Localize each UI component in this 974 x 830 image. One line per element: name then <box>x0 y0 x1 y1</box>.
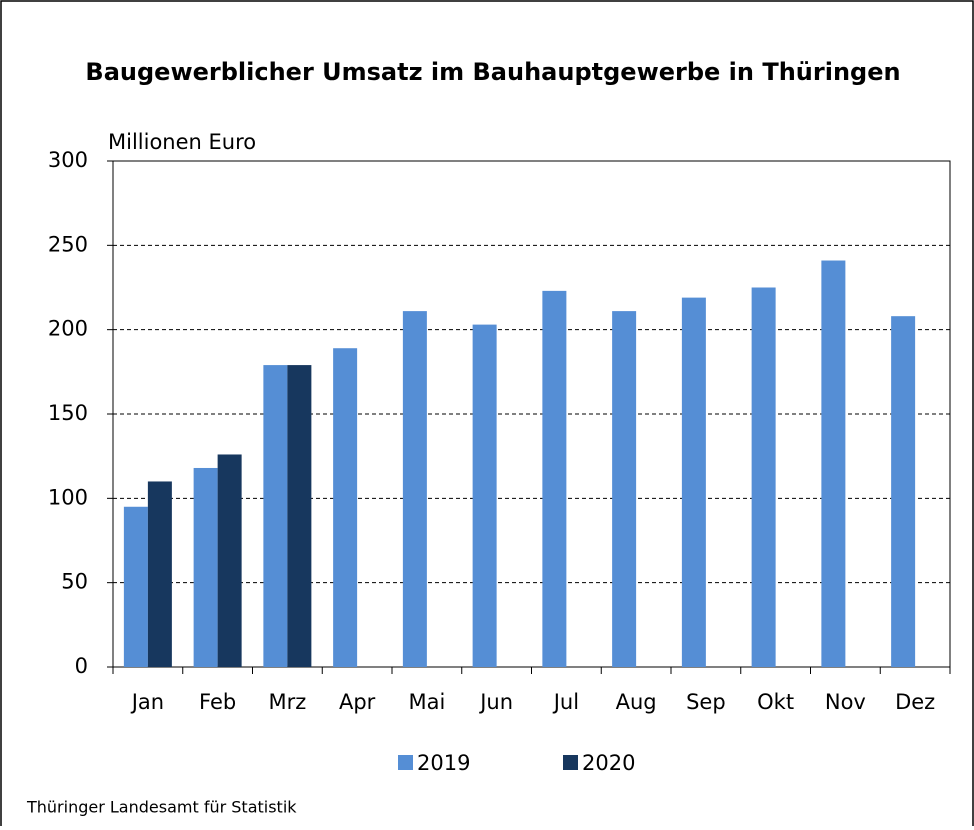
y-tick-label: 100 <box>48 485 88 509</box>
y-tick-label: 300 <box>48 148 88 172</box>
x-tick-label: Aug <box>616 690 657 714</box>
y-tick-label: 50 <box>61 570 88 594</box>
legend-swatch <box>563 755 578 770</box>
x-tick-label: Dez <box>895 690 935 714</box>
x-tick-label: Jul <box>552 690 579 714</box>
x-tick-label: Mrz <box>268 690 306 714</box>
bar <box>681 297 706 667</box>
legend-label: 2019 <box>417 751 470 775</box>
chart-title: Baugewerblicher Umsatz im Bauhauptgewerb… <box>85 58 900 86</box>
y-tick-label: 150 <box>48 401 88 425</box>
legend-label: 2020 <box>582 751 635 775</box>
x-tick-label: Jun <box>478 690 513 714</box>
x-tick-label: Mai <box>408 690 445 714</box>
x-tick-label: Okt <box>757 690 794 714</box>
bar <box>542 290 567 667</box>
x-tick-label: Feb <box>199 690 236 714</box>
bar <box>263 365 288 667</box>
y-axis-label: Millionen Euro <box>108 130 256 154</box>
bar <box>217 454 242 667</box>
bar <box>147 481 172 667</box>
bar <box>193 467 218 667</box>
y-tick-label: 0 <box>75 654 88 678</box>
bar <box>333 348 358 667</box>
bar <box>287 365 312 667</box>
y-tick-label: 200 <box>48 317 88 341</box>
bar <box>472 324 497 667</box>
legend-swatch <box>398 755 413 770</box>
bar <box>612 311 637 667</box>
bar <box>402 311 427 667</box>
bar <box>123 506 148 667</box>
bar <box>821 260 846 667</box>
x-tick-label: Nov <box>825 690 866 714</box>
x-tick-label: Apr <box>339 690 376 714</box>
y-tick-label: 250 <box>48 232 88 256</box>
x-tick-label: Jan <box>130 690 164 714</box>
bar <box>891 316 916 667</box>
bar <box>751 287 776 667</box>
source: Thüringer Landesamt für Statistik <box>26 798 297 817</box>
x-tick-label: Sep <box>686 690 726 714</box>
